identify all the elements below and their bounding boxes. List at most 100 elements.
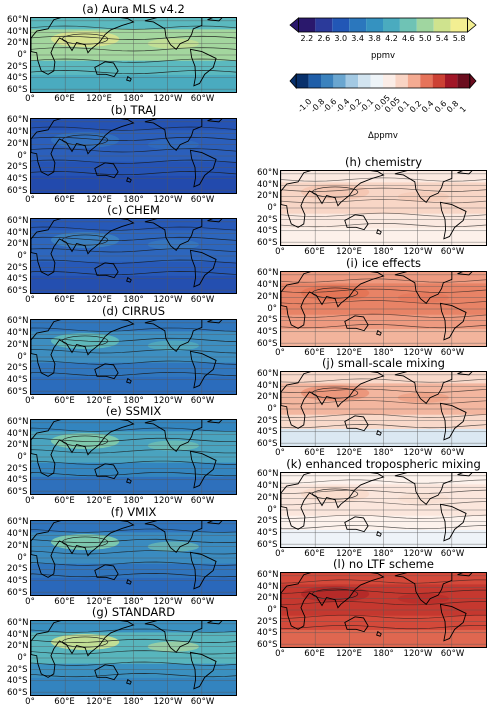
longitude-label: 120°W xyxy=(403,247,433,257)
longitude-label: 0° xyxy=(275,247,285,257)
coastline xyxy=(377,531,382,536)
contour-line xyxy=(31,338,236,341)
longitude-label: 60°W xyxy=(190,295,215,305)
coastline xyxy=(440,604,466,640)
latitude-label: 40°N xyxy=(7,127,29,138)
latitude-label: 0° xyxy=(17,50,27,60)
contour-line xyxy=(281,213,486,216)
panel-title-j: (j) small-scale mixing xyxy=(322,356,445,370)
colorbar-swatch xyxy=(383,18,400,32)
contour-line xyxy=(281,289,486,292)
longitude-label: 120°W xyxy=(403,448,433,458)
coastline xyxy=(377,230,382,235)
longitude-label: 60°W xyxy=(440,548,465,559)
coastline xyxy=(208,320,225,323)
coastline xyxy=(145,119,202,150)
contour-line xyxy=(281,590,486,593)
longitude-label: 120°W xyxy=(153,94,183,104)
contour-line xyxy=(31,361,236,364)
latitude-label: 20°N xyxy=(257,492,279,503)
colorbar-arrow-left xyxy=(289,17,299,33)
latitude-label: 20°S xyxy=(7,61,28,72)
latitude-label: 40°N xyxy=(257,280,279,291)
latitude-label: 0° xyxy=(267,504,277,515)
coastline xyxy=(95,464,118,479)
latitude-label: 20°S xyxy=(257,214,278,225)
longitude-label: 180° xyxy=(373,649,394,659)
latitude-label: 20°N xyxy=(7,339,29,350)
coastline xyxy=(395,372,452,403)
longitude-label: 120°W xyxy=(403,347,433,358)
colorbar-swatch xyxy=(450,18,468,32)
coastline xyxy=(281,171,384,227)
latitude-label: 40°S xyxy=(7,274,28,285)
coastline xyxy=(377,330,382,335)
latitude-label: 40°N xyxy=(257,581,279,592)
latitude-label: 60°S xyxy=(7,587,28,598)
longitude-label: 120°E xyxy=(86,194,112,205)
map-panel-a xyxy=(30,17,237,93)
longitude-label: 60°W xyxy=(190,194,215,205)
latitude-label: 20°N xyxy=(7,540,29,551)
colorbar-swatch xyxy=(399,18,417,32)
map-e xyxy=(31,420,236,494)
longitude-label: 120°E xyxy=(336,649,362,659)
colorbar-swatch xyxy=(321,74,334,88)
latitude-label: 60°N xyxy=(257,469,279,480)
colorbar-tick-label: 4.2 xyxy=(385,34,398,43)
map-panel-g xyxy=(30,620,237,696)
colorbar-difference-graphic xyxy=(289,72,477,90)
longitude-label: 0° xyxy=(275,548,285,559)
colorbar-swatch xyxy=(432,74,445,88)
longitude-label: 60°W xyxy=(190,395,215,406)
map-panel-d xyxy=(30,318,237,395)
colorbar-tick-label: 3.8 xyxy=(368,34,381,43)
colorbar-difference xyxy=(289,72,477,90)
longitude-label: 120°W xyxy=(153,496,183,506)
longitude-label: 120°E xyxy=(336,448,362,458)
longitude-label: 120°W xyxy=(153,295,183,305)
coastline xyxy=(458,573,475,576)
latitude-label: 40°S xyxy=(257,326,278,337)
longitude-label: 180° xyxy=(123,94,144,104)
contour-line xyxy=(31,148,236,151)
colorbar-swatch xyxy=(433,18,451,32)
longitude-label: 0° xyxy=(275,649,285,659)
coastline xyxy=(395,473,452,504)
contour-line xyxy=(281,199,486,202)
longitude-label: 180° xyxy=(123,697,144,707)
contour-line xyxy=(31,528,236,531)
coastline xyxy=(208,621,225,624)
coastline xyxy=(127,579,132,584)
colorbar-arrow-left xyxy=(289,72,297,90)
contour-line xyxy=(31,159,236,162)
coastline xyxy=(127,479,132,484)
latitude-label: 60°S xyxy=(7,487,28,498)
contour-line xyxy=(31,171,236,174)
colorbar-swatch xyxy=(333,74,346,88)
coastline xyxy=(127,177,132,182)
coastline xyxy=(127,278,132,283)
map-a xyxy=(31,18,236,92)
map-j xyxy=(281,372,486,446)
latitude-label: 0° xyxy=(267,203,277,213)
contour-line xyxy=(31,438,236,441)
latitude-label: 20°S xyxy=(257,516,278,527)
longitude-label: 60°E xyxy=(304,247,325,257)
coastline xyxy=(440,504,466,540)
coastline xyxy=(190,451,216,487)
longitude-label: 60°W xyxy=(440,247,465,257)
latitude-label: 20°N xyxy=(7,641,29,652)
panel-title-b: (b) TRAJ xyxy=(110,102,157,117)
contour-line xyxy=(31,562,236,565)
colorbar-swatch xyxy=(366,18,383,32)
latitude-label: 60°S xyxy=(257,640,278,651)
latitude-label: 40°S xyxy=(257,628,278,639)
longitude-label: 0° xyxy=(25,697,35,707)
contour-line xyxy=(31,539,236,542)
latitude-label: 40°S xyxy=(7,73,28,84)
coastline xyxy=(95,62,118,77)
map-b xyxy=(31,118,236,193)
latitude-label: 60°S xyxy=(257,439,278,450)
longitude-label: 120°E xyxy=(86,496,112,506)
